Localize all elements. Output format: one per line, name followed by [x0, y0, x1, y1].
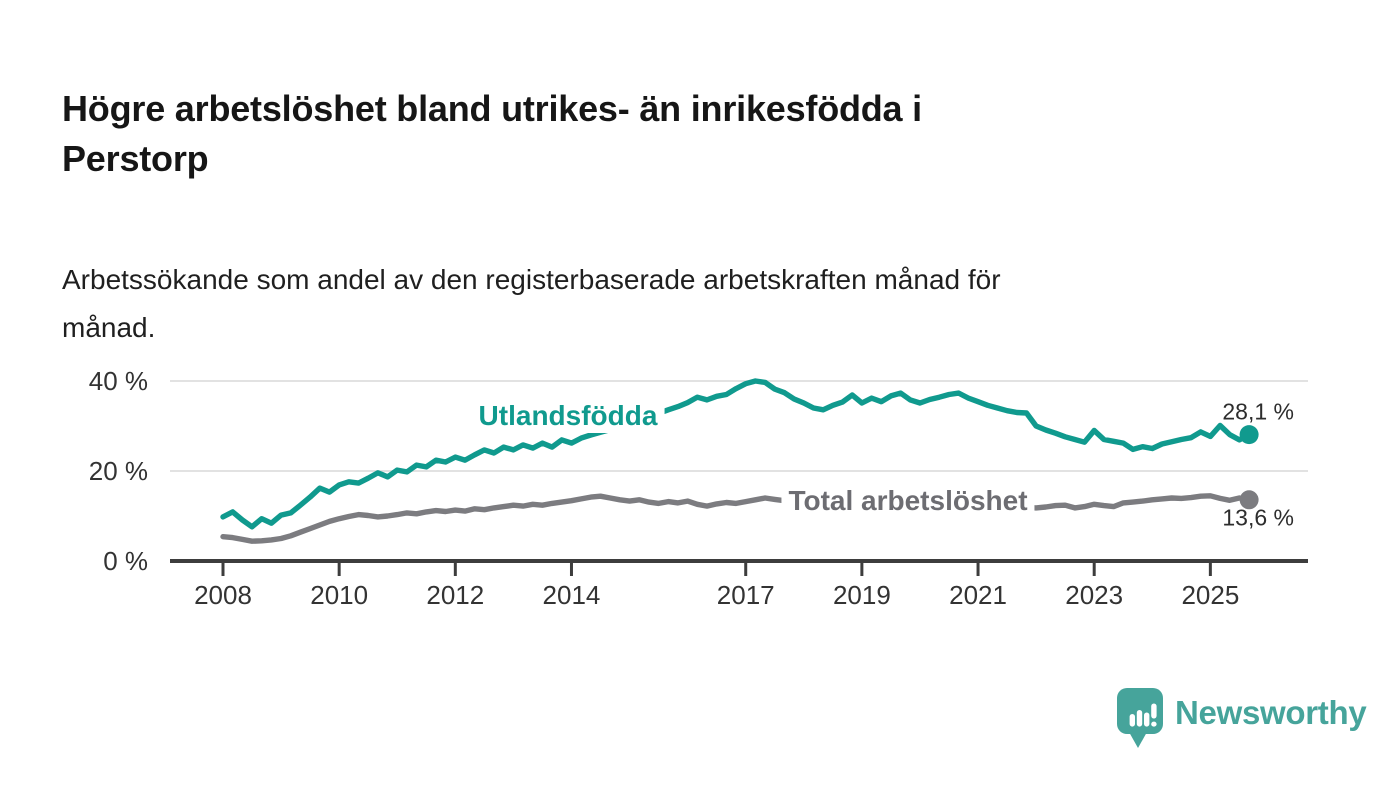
- newsworthy-logo-icon: [1117, 688, 1163, 748]
- newsworthy-logo: Newsworthy: [1112, 684, 1367, 752]
- page-subtitle: Arbetssökande som andel av den registerb…: [62, 264, 1001, 343]
- series-label-utlandsfodda: Utlandsfödda: [471, 399, 665, 433]
- series-label-total-arbetsloshet: Total arbetslöshet: [781, 484, 1035, 518]
- x-tick-label: 2017: [716, 580, 775, 610]
- end-value-label-utlandsfodda: 28,1 %: [1222, 398, 1294, 425]
- x-tick-label: 2019: [832, 580, 891, 610]
- y-tick-label: 0 %: [103, 546, 148, 576]
- x-tick-label: 2025: [1181, 580, 1240, 610]
- x-tick-label: 2012: [426, 580, 485, 610]
- y-tick-label: 20 %: [88, 456, 148, 486]
- x-tick-label: 2008: [194, 580, 252, 610]
- y-tick-label: 40 %: [88, 366, 148, 396]
- x-tick-label: 2014: [542, 580, 601, 610]
- newsworthy-brand-text: Newsworthy: [1175, 694, 1367, 731]
- page-title: Högre arbetslöshet bland utrikes- än inr…: [62, 88, 922, 180]
- x-tick-label: 2021: [949, 580, 1007, 610]
- end-value-label-total: 13,6 %: [1222, 504, 1294, 531]
- x-tick-label: 2010: [310, 580, 369, 610]
- x-tick-label: 2023: [1065, 580, 1124, 610]
